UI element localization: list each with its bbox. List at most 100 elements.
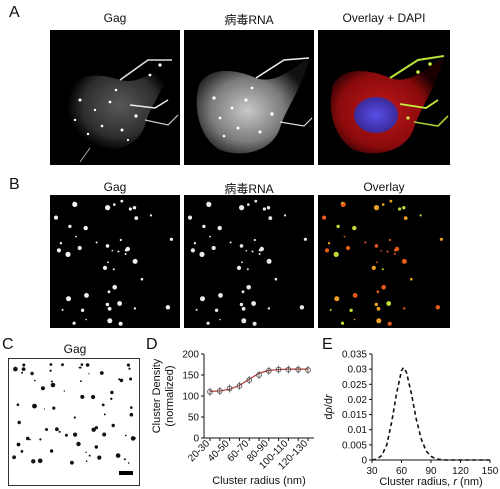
punctum: [239, 244, 244, 248]
panel-b-overlay-image: [318, 195, 450, 328]
punctum: [59, 242, 63, 245]
cluster-spot: [31, 459, 36, 464]
panel-b-gag-image: [50, 195, 180, 328]
punctum: [134, 216, 139, 220]
punctum: [72, 321, 76, 325]
cluster-spot: [13, 366, 18, 372]
cluster-spot: [127, 462, 130, 464]
punctum: [251, 301, 256, 306]
y-tick-label: 0: [361, 456, 367, 467]
cluster-spot: [73, 432, 78, 437]
panel-b-title-overlay: Overlay: [363, 180, 405, 194]
cluster-spot: [80, 363, 84, 366]
punctum: [410, 277, 413, 281]
panel-letter-d: D: [146, 336, 158, 353]
punctum: [149, 214, 153, 217]
data-point: [236, 383, 243, 389]
punctum: [394, 246, 400, 252]
punctum: [322, 215, 327, 220]
punctum: [85, 318, 87, 321]
cluster-spot: [123, 458, 126, 461]
punctum: [274, 277, 278, 281]
cluster-spot: [130, 436, 136, 441]
cluster-spot: [52, 406, 56, 410]
y-tick-label: 0.005: [342, 440, 367, 451]
punctum: [333, 251, 339, 257]
y-tick-label: 200: [182, 350, 199, 361]
panel-a-gag-image: [50, 30, 180, 165]
punctum: [217, 225, 222, 231]
punctum: [117, 301, 122, 306]
cluster-spot: [129, 412, 134, 417]
punctum: [107, 306, 112, 311]
x-axis-label: Cluster radius, r (nm): [379, 476, 482, 488]
y-tick-label: 150: [182, 371, 199, 382]
punctum: [340, 321, 345, 325]
density-curve: [371, 366, 490, 461]
panel-letter-e: E: [322, 336, 333, 353]
cluster-spot: [21, 367, 26, 371]
y-tick-label: 0.02: [348, 395, 368, 406]
cluster-spot: [99, 371, 104, 375]
punctum: [124, 253, 127, 255]
cluster-spot: [85, 451, 87, 454]
panel-d-chart: 05010015020020-3040-5060-7080-90100-1101…: [151, 350, 314, 487]
punctum: [258, 253, 261, 255]
cluster-spot: [110, 390, 114, 395]
punctum: [241, 306, 246, 311]
data-point: [275, 366, 282, 373]
punctum: [268, 216, 273, 220]
data-point: [246, 377, 253, 383]
punctum: [105, 244, 110, 248]
punctum: [373, 205, 380, 211]
punctum: [53, 215, 59, 220]
punctum: [403, 307, 406, 310]
cluster-spot: [37, 458, 43, 464]
punctum: [132, 258, 138, 264]
cluster-spot: [85, 363, 90, 367]
cluster-spot: [118, 378, 121, 381]
cluster-spot: [94, 426, 98, 430]
punctum: [329, 308, 332, 311]
cluster-spot: [39, 438, 42, 441]
cluster-spot: [63, 390, 65, 392]
cluster-spot: [20, 450, 24, 453]
punctum: [211, 245, 216, 251]
cluster-spot: [79, 366, 82, 369]
punctum: [56, 248, 61, 253]
cluster-spot: [101, 403, 105, 407]
cluster-spot: [21, 371, 24, 374]
punctum: [113, 203, 116, 206]
panel-b-title-viral-rna: 病毒RNA: [224, 182, 274, 196]
cluster-spot: [16, 403, 20, 406]
data-point: [265, 367, 272, 374]
punctum: [267, 307, 271, 310]
punctum: [349, 308, 353, 312]
cluster-spot: [55, 427, 59, 432]
punctum: [386, 250, 389, 253]
x-tick-label: 150: [482, 466, 499, 477]
punctum: [206, 321, 210, 325]
cluster-spot: [94, 445, 99, 449]
cluster-spot: [50, 380, 53, 383]
punctum: [375, 261, 378, 264]
punctum: [125, 246, 130, 252]
cluster-spot: [49, 449, 54, 453]
punctum: [374, 302, 378, 307]
data-point: [256, 372, 262, 378]
punctum: [398, 207, 402, 211]
punctum: [381, 268, 384, 271]
punctum: [419, 214, 422, 217]
punctum: [283, 214, 287, 217]
panel-b-viral-rna-image: [184, 195, 314, 328]
cluster-spot: [43, 408, 46, 410]
cluster-spot: [50, 382, 56, 388]
punctum: [246, 285, 251, 290]
punctum: [386, 301, 392, 306]
punctum: [239, 302, 244, 307]
punctum: [169, 237, 173, 241]
punctum: [253, 238, 256, 242]
punctum: [381, 285, 386, 290]
cluster-spot: [76, 441, 81, 447]
punctum: [389, 199, 393, 203]
